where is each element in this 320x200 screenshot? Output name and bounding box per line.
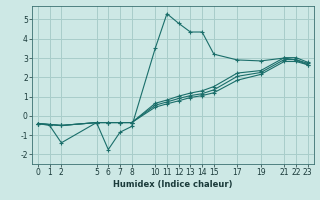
X-axis label: Humidex (Indice chaleur): Humidex (Indice chaleur) xyxy=(113,180,233,189)
